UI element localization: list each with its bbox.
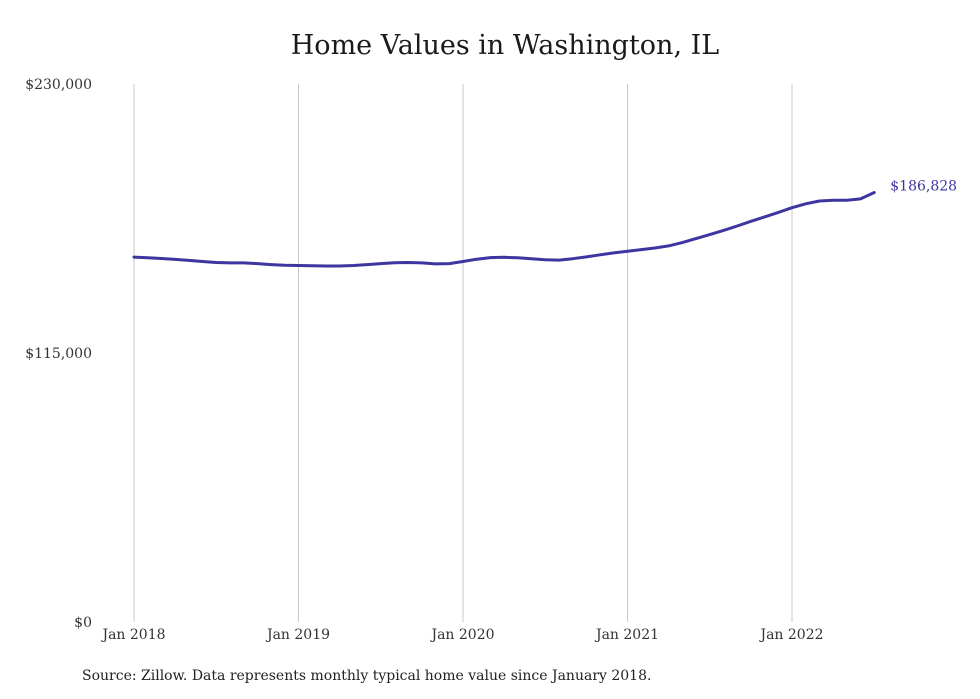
y-tick-label: $230,000: [25, 77, 92, 93]
x-tick-label: Jan 2022: [758, 627, 823, 643]
chart-title: Home Values in Washington, IL: [290, 30, 720, 61]
home-value-line: [132, 191, 876, 268]
gridlines: [133, 84, 793, 622]
x-tick-label: Jan 2020: [429, 627, 494, 643]
latest-value-label: $186,828: [890, 179, 957, 195]
y-axis-ticks: $0 $115,000 $230,000: [25, 77, 92, 631]
x-tick-label: Jan 2019: [265, 627, 330, 643]
x-tick-label: Jan 2018: [100, 627, 165, 643]
x-axis-ticks: Jan 2018 Jan 2019 Jan 2020 Jan 2021 Jan 2022: [100, 627, 823, 643]
source-note: Source: Zillow. Data represents monthly …: [82, 668, 652, 684]
y-tick-label: $115,000: [25, 346, 92, 362]
x-tick-label: Jan 2021: [594, 627, 659, 643]
y-tick-label: $0: [74, 615, 92, 631]
